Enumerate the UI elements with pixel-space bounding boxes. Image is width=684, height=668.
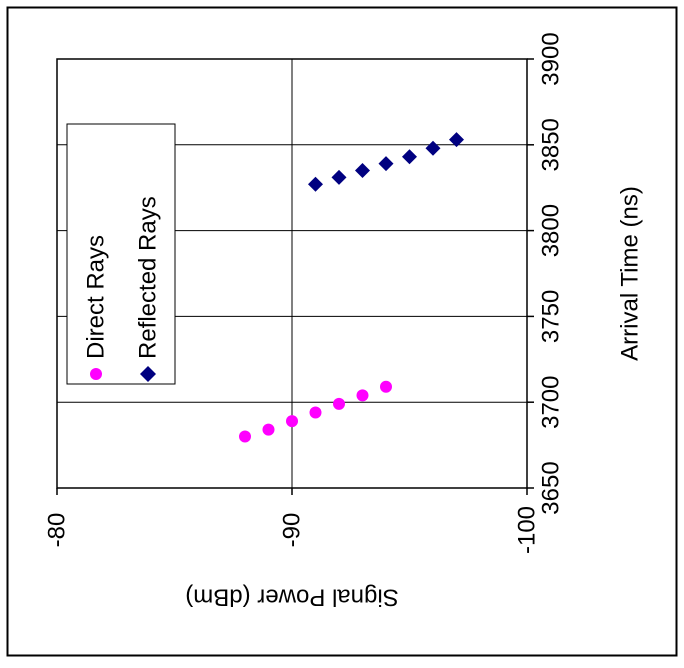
y-axis-tick-labels: -80 -90 -100 bbox=[44, 506, 541, 554]
legend-box bbox=[66, 123, 176, 385]
data-point bbox=[425, 140, 441, 156]
data-points bbox=[239, 132, 464, 443]
series-reflected-rays bbox=[308, 132, 464, 192]
y-axis-title: Signal Power (dBm) bbox=[185, 584, 398, 611]
data-point bbox=[356, 389, 369, 402]
x-axis-title: Arrival Time (ns) bbox=[617, 186, 644, 361]
y-tick-label: -100 bbox=[514, 506, 541, 554]
axis-ticks bbox=[56, 58, 534, 495]
data-point bbox=[331, 169, 347, 185]
y-tick-label: -90 bbox=[279, 513, 306, 548]
legend-marker-direct-rays bbox=[90, 368, 102, 380]
data-point bbox=[355, 163, 370, 179]
data-point bbox=[286, 415, 298, 428]
legend: Direct Rays Reflected Rays bbox=[66, 123, 176, 385]
x-tick-label: 3700 bbox=[538, 376, 565, 429]
y-tick-label: -80 bbox=[44, 513, 71, 548]
x-tick-label: 3650 bbox=[538, 461, 565, 514]
x-tick-label: 3850 bbox=[538, 118, 565, 171]
data-point bbox=[402, 149, 417, 165]
data-point bbox=[333, 397, 345, 410]
data-point bbox=[378, 156, 394, 172]
x-tick-label: 3800 bbox=[538, 204, 565, 257]
data-point bbox=[449, 132, 464, 148]
x-tick-label: 3750 bbox=[538, 290, 565, 343]
x-axis-tick-labels: 3650 3700 3750 3800 3850 3900 bbox=[538, 32, 565, 514]
legend-label-reflected-rays: Reflected Rays bbox=[135, 196, 162, 359]
legend-label-direct-rays: Direct Rays bbox=[83, 235, 110, 359]
data-point bbox=[309, 406, 322, 419]
data-point bbox=[308, 176, 323, 192]
legend-marker-reflected-rays bbox=[140, 366, 156, 382]
x-tick-label: 3900 bbox=[538, 32, 565, 85]
data-point bbox=[380, 380, 392, 393]
data-point bbox=[262, 423, 275, 436]
series-direct-rays bbox=[239, 380, 392, 443]
data-point bbox=[239, 430, 251, 443]
